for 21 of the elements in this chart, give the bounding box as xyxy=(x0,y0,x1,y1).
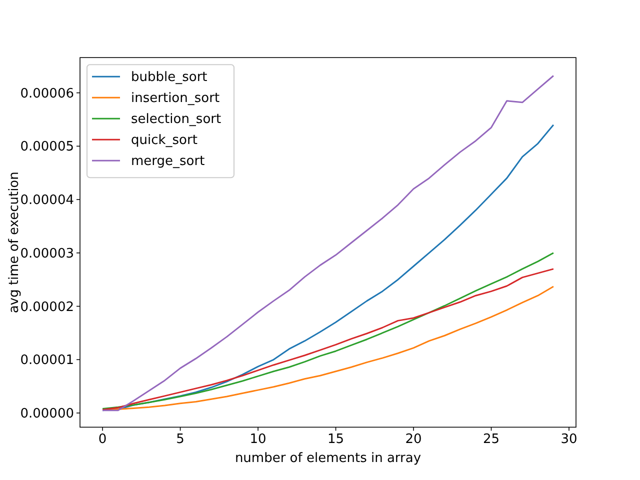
legend-label: quick_sort xyxy=(131,133,198,148)
y-axis-title: avg time of execution xyxy=(7,172,22,314)
legend-label: merge_sort xyxy=(131,154,205,170)
x-tick-label: 30 xyxy=(560,432,578,448)
legend-label: bubble_sort xyxy=(131,70,208,86)
x-axis-title: number of elements in array xyxy=(234,451,422,466)
y-tick-label: 0.00005 xyxy=(20,140,74,155)
y-tick-label: 0.00003 xyxy=(20,246,74,262)
x-tick-label: 5 xyxy=(176,432,184,448)
x-tick-label: 25 xyxy=(482,432,500,448)
legend-label: insertion_sort xyxy=(131,91,220,106)
x-tick-label: 20 xyxy=(405,432,422,448)
y-tick-label: 0.00002 xyxy=(20,300,74,315)
y-tick-label: 0.00004 xyxy=(20,193,74,208)
x-tick-label: 0 xyxy=(98,432,107,448)
y-tick-label: 0.00006 xyxy=(20,86,74,102)
x-tick-label: 10 xyxy=(250,432,266,448)
legend-label: selection_sort xyxy=(131,112,222,128)
x-tick-label: 15 xyxy=(328,432,344,448)
y-tick-label: 0.00001 xyxy=(20,353,74,368)
y-tick-label: 0.00000 xyxy=(20,406,74,422)
